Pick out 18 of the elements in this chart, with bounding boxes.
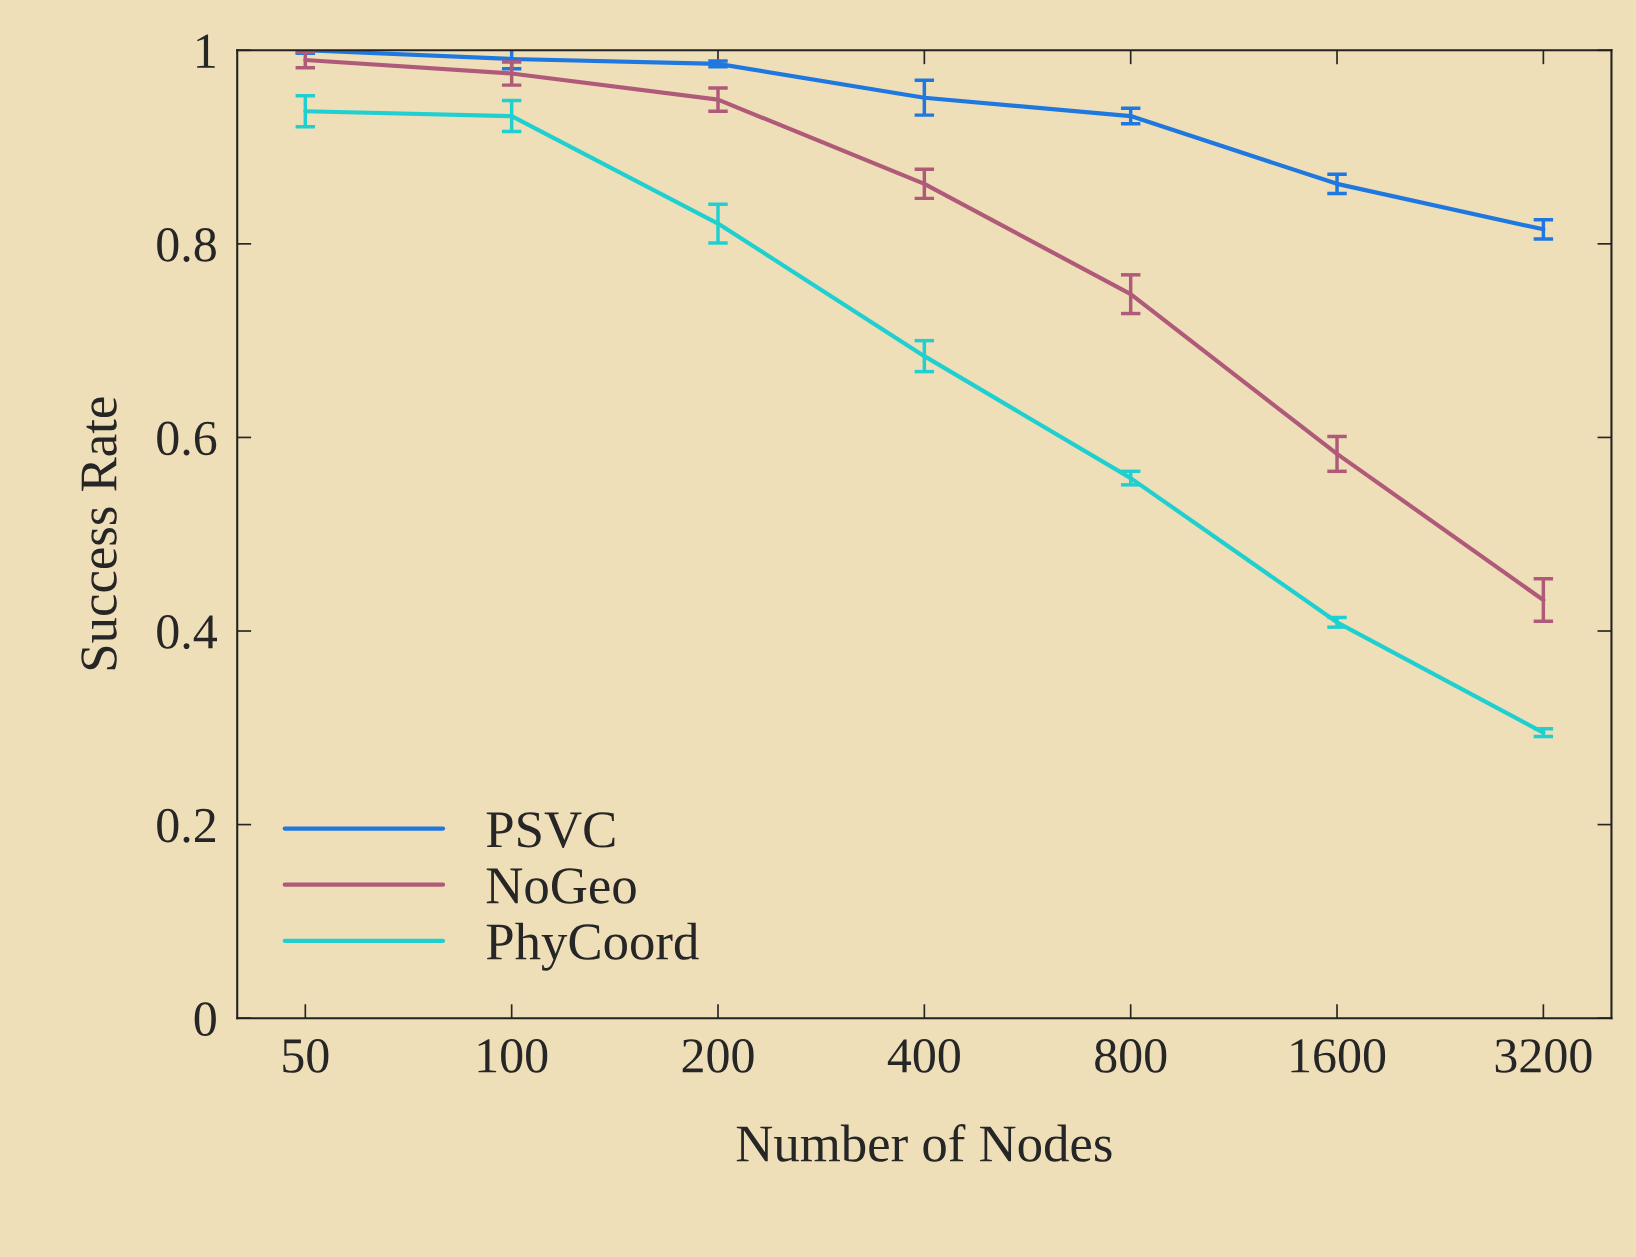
legend-label: PhyCoord xyxy=(486,922,699,971)
x-tick-label: 50 xyxy=(283,1039,329,1073)
y-axis-title: Success Rate xyxy=(81,397,117,670)
x-axis-title: Number of Nodes xyxy=(736,1124,1112,1162)
x-tick-label: 3200 xyxy=(1495,1039,1592,1073)
x-tick-label: 800 xyxy=(1095,1039,1167,1073)
y-tick-label: 0.2 xyxy=(157,808,216,843)
x-tick-label: 100 xyxy=(478,1039,548,1073)
y-tick-label: 0.6 xyxy=(157,421,217,456)
x-tick-label: 200 xyxy=(682,1039,754,1073)
x-tick-label: 400 xyxy=(887,1039,960,1073)
y-tick-label: 1 xyxy=(197,34,215,68)
y-tick-label: 0.8 xyxy=(157,227,216,262)
y-tick-label: 0.4 xyxy=(157,615,217,650)
legend-label: PSVC xyxy=(486,812,615,848)
legend-label: NoGeo xyxy=(486,868,636,904)
y-tick-label: 0 xyxy=(194,1002,216,1037)
x-tick-label: 1600 xyxy=(1291,1039,1386,1073)
